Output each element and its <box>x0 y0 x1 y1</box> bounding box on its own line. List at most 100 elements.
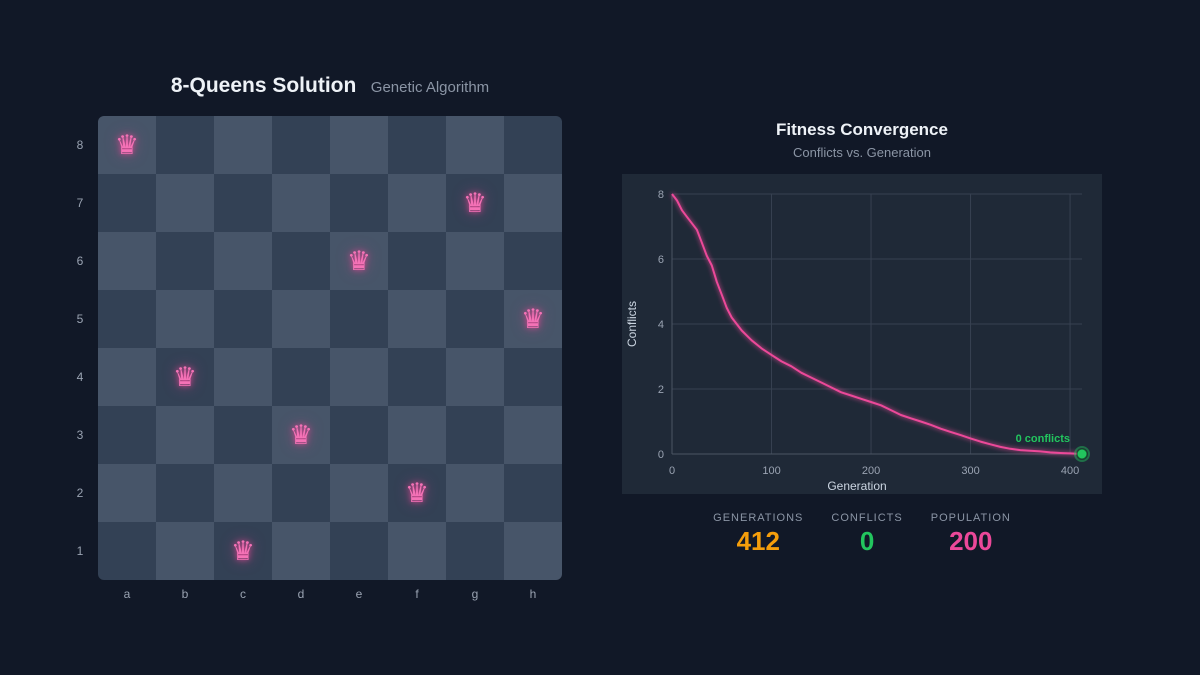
stat-conflicts: CONFLICTS 0 <box>831 512 902 557</box>
file-label: f <box>415 587 419 601</box>
square-e2[interactable] <box>330 464 388 522</box>
chart-subtitle: Conflicts vs. Generation <box>792 145 931 160</box>
square-f5[interactable] <box>388 290 446 348</box>
square-e5[interactable] <box>330 290 388 348</box>
file-label: c <box>240 587 246 601</box>
rank-label: 7 <box>76 196 84 210</box>
x-axis-label: Generation <box>827 479 886 493</box>
rank-label: 3 <box>76 428 84 442</box>
queen-icon: ♛ <box>114 129 140 161</box>
square-c7[interactable] <box>214 174 272 232</box>
square-f1[interactable] <box>388 522 446 580</box>
x-tick-label: 300 <box>961 465 979 477</box>
x-tick-label: 100 <box>762 465 780 477</box>
square-d2[interactable] <box>272 464 330 522</box>
square-b2[interactable] <box>156 464 214 522</box>
queen-icon: ♛ <box>404 477 430 509</box>
square-h6[interactable] <box>504 232 562 290</box>
square-f7[interactable] <box>388 174 446 232</box>
square-b4[interactable]: ♛ <box>156 348 214 406</box>
square-b5[interactable] <box>156 290 214 348</box>
square-b7[interactable] <box>156 174 214 232</box>
square-d1[interactable] <box>272 522 330 580</box>
square-c5[interactable] <box>214 290 272 348</box>
y-tick-label: 6 <box>658 254 664 266</box>
convergence-chart: 0 100 200 300 400 0 2 4 6 8 Generation Conflicts 0 c… <box>625 189 1090 493</box>
stat-value: 0 <box>859 526 875 556</box>
square-h4[interactable] <box>504 348 562 406</box>
square-h1[interactable] <box>504 522 562 580</box>
square-h5[interactable]: ♛ <box>504 290 562 348</box>
square-h8[interactable] <box>504 116 562 174</box>
square-f4[interactable] <box>388 348 446 406</box>
rank-label: 8 <box>76 138 84 152</box>
square-c8[interactable] <box>214 116 272 174</box>
square-e4[interactable] <box>330 348 388 406</box>
square-d8[interactable] <box>272 116 330 174</box>
file-label: b <box>181 587 189 601</box>
square-e6[interactable]: ♛ <box>330 232 388 290</box>
square-b6[interactable] <box>156 232 214 290</box>
square-g1[interactable] <box>446 522 504 580</box>
square-e3[interactable] <box>330 406 388 464</box>
y-tick-label: 0 <box>658 449 664 461</box>
x-tick-label: 400 <box>1061 465 1079 477</box>
square-a7[interactable] <box>98 174 156 232</box>
queen-icon: ♛ <box>288 419 314 451</box>
square-f2[interactable]: ♛ <box>388 464 446 522</box>
square-g3[interactable] <box>446 406 504 464</box>
square-g5[interactable] <box>446 290 504 348</box>
square-h7[interactable] <box>504 174 562 232</box>
y-axis-label: Conflicts <box>625 301 639 347</box>
file-label: d <box>297 587 305 601</box>
square-c4[interactable] <box>214 348 272 406</box>
square-e8[interactable] <box>330 116 388 174</box>
square-h2[interactable] <box>504 464 562 522</box>
square-d6[interactable] <box>272 232 330 290</box>
file-label: h <box>529 587 537 601</box>
square-f3[interactable] <box>388 406 446 464</box>
square-a1[interactable] <box>98 522 156 580</box>
stat-population: POPULATION 200 <box>931 512 1011 557</box>
square-d4[interactable] <box>272 348 330 406</box>
stats-row: GENERATIONS 412 CONFLICTS 0 POPULATION 200 <box>702 512 1022 557</box>
square-f8[interactable] <box>388 116 446 174</box>
chart-panel: 0 100 200 300 400 0 2 4 6 8 Generation Conflicts 0 c… <box>622 174 1102 494</box>
square-a6[interactable] <box>98 232 156 290</box>
square-c2[interactable] <box>214 464 272 522</box>
x-tick-label: 200 <box>862 465 880 477</box>
stat-generations: GENERATIONS 412 <box>713 512 803 557</box>
square-d7[interactable] <box>272 174 330 232</box>
square-d5[interactable] <box>272 290 330 348</box>
square-e7[interactable] <box>330 174 388 232</box>
square-g6[interactable] <box>446 232 504 290</box>
rank-label: 2 <box>76 486 84 500</box>
stat-value: 200 <box>949 526 993 556</box>
file-label: e <box>355 587 363 601</box>
stat-label: POPULATION <box>930 512 1011 524</box>
square-b1[interactable] <box>156 522 214 580</box>
square-d3[interactable]: ♛ <box>272 406 330 464</box>
square-a8[interactable]: ♛ <box>98 116 156 174</box>
square-a4[interactable] <box>98 348 156 406</box>
rank-label: 6 <box>76 254 84 268</box>
square-b8[interactable] <box>156 116 214 174</box>
stat-label: CONFLICTS <box>831 512 903 524</box>
x-tick-label: 0 <box>669 465 675 477</box>
square-c3[interactable] <box>214 406 272 464</box>
stat-label: GENERATIONS <box>713 512 804 524</box>
square-b3[interactable] <box>156 406 214 464</box>
rank-label: 5 <box>76 312 84 326</box>
square-c1[interactable]: ♛ <box>214 522 272 580</box>
square-a2[interactable] <box>98 464 156 522</box>
square-c6[interactable] <box>214 232 272 290</box>
square-a3[interactable] <box>98 406 156 464</box>
square-f6[interactable] <box>388 232 446 290</box>
square-e1[interactable] <box>330 522 388 580</box>
square-h3[interactable] <box>504 406 562 464</box>
square-g8[interactable] <box>446 116 504 174</box>
square-g2[interactable] <box>446 464 504 522</box>
square-g7[interactable]: ♛ <box>446 174 504 232</box>
square-g4[interactable] <box>446 348 504 406</box>
square-a5[interactable] <box>98 290 156 348</box>
